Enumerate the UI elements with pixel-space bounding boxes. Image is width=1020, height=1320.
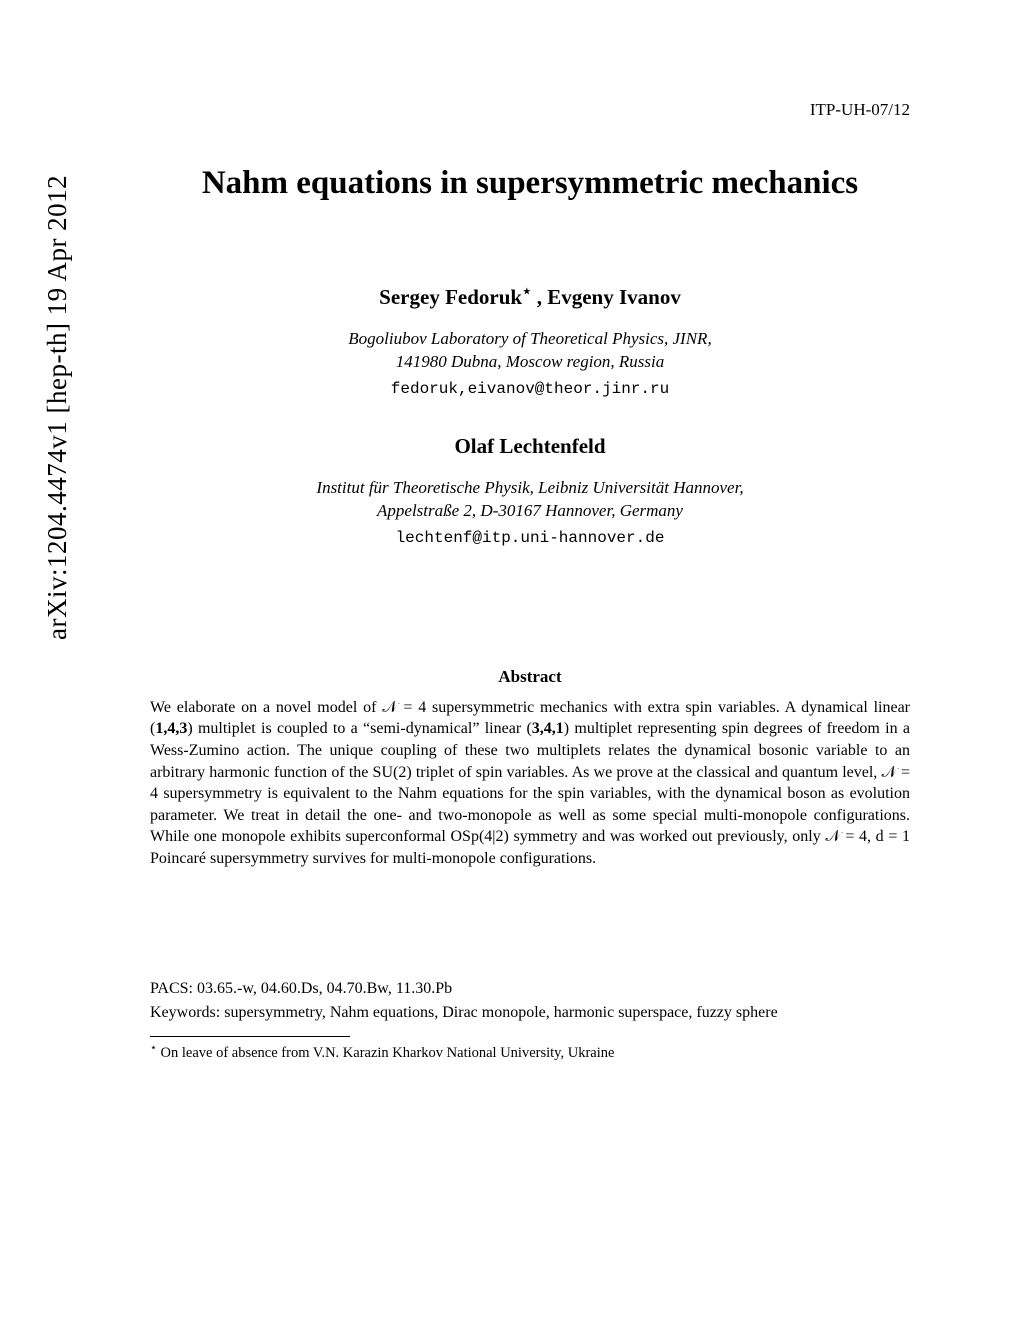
pacs-codes: PACS: 03.65.-w, 04.60.Ds, 04.70.Bw, 11.3…: [150, 980, 910, 998]
paper-title: Nahm equations in supersymmetric mechani…: [150, 165, 910, 202]
author-fedoruk: Sergey Fedoruk: [379, 285, 522, 309]
email-1: fedoruk,eivanov@theor.jinr.ru: [150, 380, 910, 398]
author-ivanov: Evgeny Ivanov: [547, 285, 681, 309]
affil2-line2: Appelstraße 2, D-30167 Hannover, Germany: [150, 500, 910, 523]
authors-line-1: Sergey Fedoruk⋆ , Evgeny Ivanov: [150, 282, 910, 310]
affil1-line1: Bogoliubov Laboratory of Theoretical Phy…: [150, 328, 910, 351]
author-separator: ,: [531, 285, 547, 309]
abstract-text: We elaborate on a novel model of 𝒩 = 4 s…: [150, 697, 910, 870]
paper-page: ITP-UH-07/12 Nahm equations in supersymm…: [0, 0, 1020, 1121]
abstract-heading: Abstract: [150, 667, 910, 687]
affil2-line1: Institut für Theoretische Physik, Leibni…: [150, 477, 910, 500]
email-2: lechtenf@itp.uni-hannover.de: [150, 529, 910, 547]
affil1-line2: 141980 Dubna, Moscow region, Russia: [150, 351, 910, 374]
footnote-text: On leave of absence from V.N. Karazin Kh…: [157, 1044, 615, 1060]
report-number: ITP-UH-07/12: [150, 100, 910, 120]
keywords: Keywords: supersymmetry, Nahm equations,…: [150, 1004, 910, 1022]
footnote: ⋆ On leave of absence from V.N. Karazin …: [150, 1041, 910, 1062]
footnote-star-icon: ⋆: [150, 1042, 157, 1054]
affiliation-2: Institut für Theoretische Physik, Leibni…: [150, 477, 910, 523]
footnote-rule: [150, 1036, 350, 1037]
author-lechtenfeld: Olaf Lechtenfeld: [150, 434, 910, 459]
affiliation-1: Bogoliubov Laboratory of Theoretical Phy…: [150, 328, 910, 374]
